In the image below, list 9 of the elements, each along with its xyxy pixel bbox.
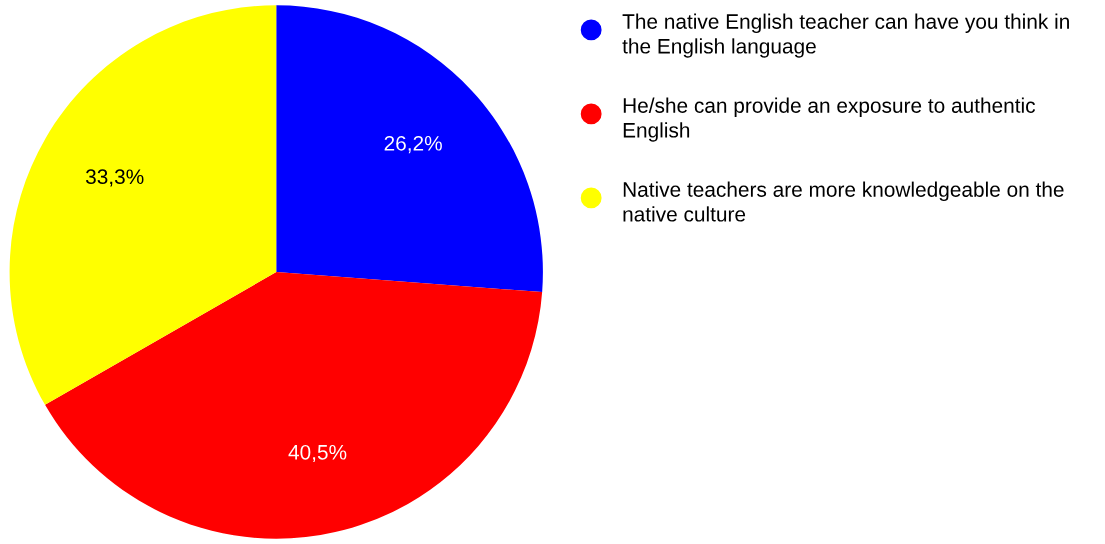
data-label: 40,5% — [288, 444, 347, 463]
pie-slice — [45, 272, 543, 539]
legend-label: He/she can provide an exposure to authentic English — [623, 97, 1036, 142]
data-label: 26,2% — [384, 135, 442, 154]
pie-slice — [9, 5, 277, 405]
data-label: 33,3% — [85, 169, 144, 187]
legend-label: The native English teacher can have you think in the English language — [622, 13, 1069, 58]
pie-slice — [276, 5, 543, 293]
legend-label: Native teachers are more knowledgeable on the native culture — [623, 181, 1064, 222]
